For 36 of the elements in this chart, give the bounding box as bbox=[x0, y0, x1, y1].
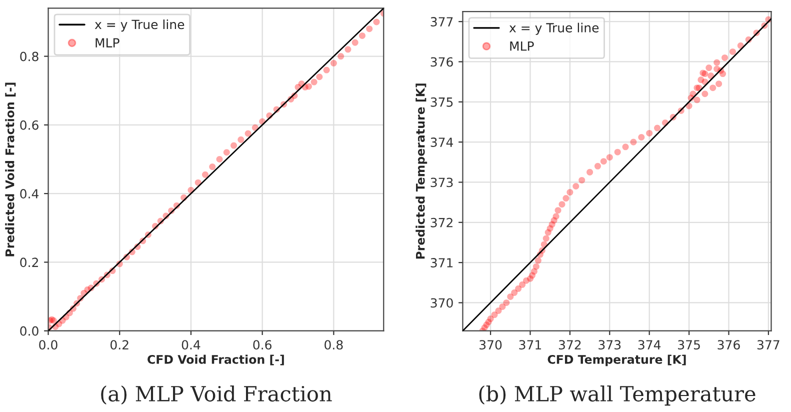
x-tick-label: 0.4 bbox=[182, 340, 200, 350]
legend-label: x = y True line bbox=[509, 22, 599, 35]
legend-label: x = y True line bbox=[94, 19, 184, 32]
x-tick-label: 371 bbox=[519, 340, 542, 350]
x-tick-label: 374 bbox=[638, 340, 661, 350]
x-tick-label: 372 bbox=[558, 340, 581, 350]
y-tick-label: 0.2 bbox=[20, 258, 38, 268]
y-tick-label: 377 bbox=[430, 17, 453, 27]
x-tick-label: 376 bbox=[718, 340, 740, 350]
legend-label: MLP bbox=[96, 38, 120, 48]
y-tick-label: 0.8 bbox=[20, 52, 38, 62]
text: (b) MLP wall Temperature bbox=[479, 385, 756, 406]
y-tick-label: 370 bbox=[430, 298, 453, 308]
x-tick-label: 370 bbox=[480, 340, 502, 350]
y-axis-title: Predicted Void Fraction [-] bbox=[5, 82, 16, 256]
x-axis-title: CFD Void Fraction [-] bbox=[148, 354, 284, 366]
y-tick-label: 373 bbox=[430, 178, 453, 188]
x-tick-label: 0.8 bbox=[324, 340, 343, 350]
x-tick-label: 375 bbox=[678, 340, 700, 350]
x-tick-label: 377 bbox=[757, 340, 780, 350]
x-tick-label: 0.6 bbox=[253, 340, 272, 350]
y-tick-label: 0.0 bbox=[20, 326, 38, 336]
x-tick-label: 0.0 bbox=[39, 340, 58, 350]
y-tick-label: 372 bbox=[430, 218, 452, 228]
y-tick-label: 0.4 bbox=[20, 189, 39, 198]
x-tick-label: 0.2 bbox=[110, 340, 128, 350]
y-tick-label: 0.6 bbox=[20, 120, 38, 130]
text: (a) MLP Void Fraction bbox=[101, 385, 332, 405]
legend-label: MLP bbox=[510, 42, 534, 51]
x-axis-title: CFD Temperature [K] bbox=[548, 354, 686, 366]
y-tick-label: 376 bbox=[430, 57, 453, 67]
y-tick-label: 371 bbox=[430, 258, 453, 268]
y-tick-label: 375 bbox=[430, 97, 453, 107]
y-tick-label: 374 bbox=[430, 138, 454, 147]
y-axis-title: Predicted Temperature [K] bbox=[416, 84, 428, 259]
x-tick-label: 373 bbox=[598, 340, 621, 350]
